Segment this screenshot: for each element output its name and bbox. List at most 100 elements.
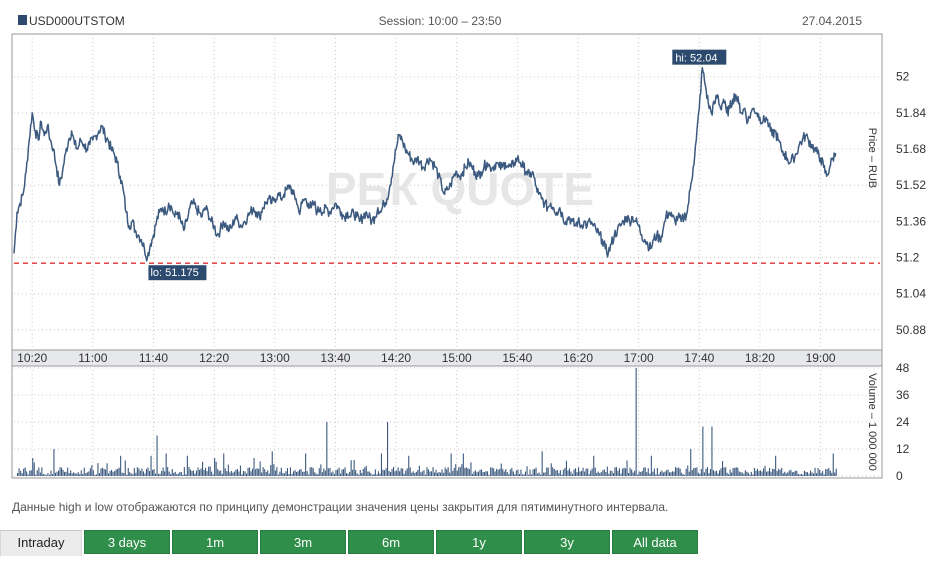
- price-point: [635, 220, 637, 222]
- price-point: [346, 211, 349, 213]
- volume-bar: [382, 469, 384, 476]
- volume-bar: [688, 471, 690, 476]
- price-point: [243, 220, 246, 222]
- high-label-box: hi: 52.04: [672, 49, 727, 65]
- price-point: [559, 207, 561, 209]
- volume-bar: [192, 470, 194, 476]
- volume-bar: [115, 469, 117, 476]
- price-point: [665, 216, 667, 218]
- volume-bar: [443, 472, 445, 476]
- volume-bar: [709, 469, 711, 476]
- volume-bar: [484, 472, 486, 476]
- volume-bar: [267, 470, 269, 476]
- volume-bar: [502, 468, 504, 476]
- volume-bar: [615, 467, 617, 476]
- volume-bar: [587, 468, 589, 476]
- volume-bar: [167, 467, 169, 476]
- volume-bar: [626, 460, 628, 476]
- volume-bar: [558, 473, 560, 476]
- x-tick-label: 15:00: [442, 351, 472, 365]
- price-point: [98, 130, 100, 132]
- price-point: [307, 202, 309, 204]
- price-point: [231, 225, 233, 227]
- volume-bar: [64, 471, 66, 476]
- volume-bar: [823, 474, 825, 476]
- price-point: [252, 207, 255, 209]
- high-label: hi: 52.04: [675, 53, 717, 65]
- volume-bar: [418, 465, 420, 476]
- volume-bar: [467, 468, 469, 476]
- tab-3y[interactable]: 3y: [524, 530, 610, 554]
- volume-bar: [479, 469, 481, 476]
- price-point: [456, 171, 458, 173]
- volume-bar: [138, 468, 140, 476]
- volume-bar: [661, 470, 663, 476]
- volume-bar: [450, 453, 452, 476]
- price-point: [625, 216, 628, 218]
- tab-3m[interactable]: 3m: [260, 530, 346, 554]
- volume-bar: [94, 474, 96, 476]
- volume-bar: [400, 468, 402, 476]
- price-point: [113, 153, 115, 155]
- tab-all-data[interactable]: All data: [612, 530, 698, 554]
- volume-bar: [270, 465, 272, 476]
- volume-bar: [790, 469, 792, 476]
- price-point: [64, 153, 67, 155]
- volume-bar: [136, 467, 138, 476]
- volume-bar: [364, 467, 366, 476]
- price-point: [398, 134, 400, 137]
- volume-bar: [600, 472, 602, 476]
- price-series-line: [13, 66, 837, 262]
- tab-6m[interactable]: 6m: [348, 530, 434, 554]
- volume-bar: [156, 435, 158, 476]
- volume-bar: [293, 471, 295, 476]
- volume-bar: [778, 468, 780, 476]
- volume-bar: [755, 470, 757, 476]
- price-point: [83, 143, 85, 146]
- volume-bar: [199, 470, 201, 476]
- price-point: [453, 175, 455, 177]
- price-point: [510, 166, 512, 168]
- volume-bar: [92, 470, 94, 476]
- tab-1y[interactable]: 1y: [436, 530, 522, 554]
- volume-bar: [669, 472, 671, 476]
- volume-bar: [687, 465, 689, 476]
- tab-3-days[interactable]: 3 days: [84, 530, 170, 554]
- volume-bar: [664, 471, 666, 476]
- price-point: [434, 166, 437, 168]
- volume-bar: [565, 460, 567, 476]
- volume-bar: [544, 472, 546, 476]
- price-point: [34, 130, 36, 132]
- price-point: [829, 166, 831, 168]
- volume-bar: [802, 474, 804, 476]
- volume-bar: [547, 467, 549, 476]
- volume-bar: [51, 474, 53, 476]
- price-point: [747, 121, 749, 123]
- volume-bar: [39, 472, 41, 476]
- volume-bar: [368, 471, 370, 476]
- volume-bar: [678, 467, 680, 476]
- price-point: [807, 139, 810, 141]
- volume-bar: [819, 469, 821, 476]
- volume-bar: [218, 470, 220, 476]
- volume-bar: [788, 470, 790, 476]
- price-point: [586, 225, 588, 227]
- price-point: [513, 162, 515, 164]
- volume-bar: [750, 471, 752, 476]
- volume-bar: [352, 469, 354, 476]
- volume-bar: [18, 468, 20, 476]
- price-point: [762, 121, 764, 123]
- volume-bar: [508, 474, 510, 476]
- price-point: [598, 234, 600, 236]
- price-point: [407, 153, 409, 155]
- volume-bar: [121, 472, 123, 476]
- tab-1m[interactable]: 1m: [172, 530, 258, 554]
- price-point: [701, 67, 703, 69]
- volume-bar: [682, 474, 684, 476]
- price-point: [183, 229, 185, 231]
- volume-bar: [432, 467, 434, 476]
- tab-intraday[interactable]: Intraday: [0, 530, 82, 556]
- volume-bar: [371, 474, 373, 476]
- price-point: [374, 216, 376, 218]
- price-point: [777, 139, 779, 141]
